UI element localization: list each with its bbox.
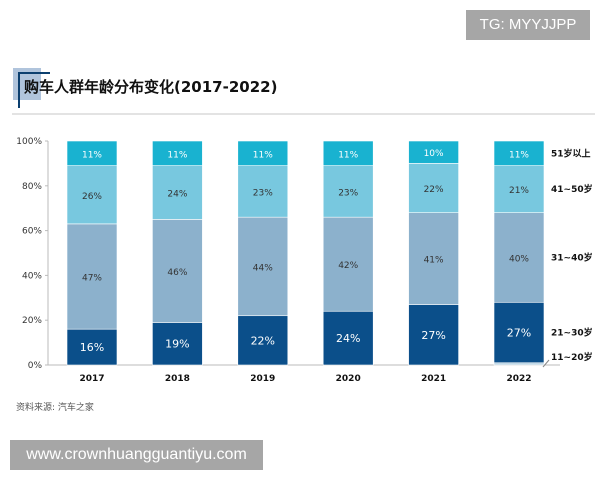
- bar-segment: [237, 140, 289, 166]
- legend-leader-line: [542, 359, 550, 368]
- data-label: 24%: [336, 332, 360, 345]
- data-label: 42%: [338, 261, 358, 271]
- data-label: 23%: [338, 188, 358, 198]
- bar-segment: [408, 304, 459, 366]
- data-label: 11%: [338, 150, 358, 160]
- source-note: 资料来源: 汽车之家: [16, 403, 94, 413]
- data-label: 11%: [167, 150, 187, 160]
- x-tick-label: 2021: [421, 374, 446, 384]
- bar-segment: [322, 165, 374, 218]
- data-label: 11%: [509, 150, 529, 160]
- data-label: 23%: [253, 188, 273, 198]
- bar-segment: [408, 140, 459, 164]
- watermark-bottom: www.crownhuangguantiyu.com: [10, 440, 263, 470]
- x-tick-label: 2018: [165, 374, 190, 384]
- bar-segment: [408, 212, 459, 305]
- legend-label: 31~40岁: [551, 251, 593, 263]
- legend-label: 51岁以上: [551, 147, 591, 159]
- bar-segment: [237, 216, 289, 317]
- x-tick-label: 2020: [336, 374, 361, 384]
- data-label: 19%: [165, 338, 189, 351]
- x-tick-label: 2019: [250, 374, 275, 384]
- data-label: 22%: [251, 334, 275, 347]
- data-label: 44%: [253, 263, 273, 273]
- y-tick-label: 0%: [28, 361, 43, 371]
- bar-segment: [66, 140, 118, 166]
- bar-segment: [322, 216, 374, 312]
- legend-label: 41~50岁: [551, 183, 593, 195]
- data-label: 26%: [82, 192, 102, 202]
- bar-segment: [66, 165, 118, 225]
- bar-segment: [493, 212, 545, 303]
- bar-segment: [237, 315, 289, 366]
- data-label: 47%: [82, 274, 102, 284]
- data-label: 27%: [421, 329, 445, 342]
- title-decoration-bracket: [18, 72, 50, 108]
- bar-segment: [152, 140, 203, 166]
- bar-segment: [322, 310, 374, 366]
- legend-label: 11~20岁: [551, 351, 593, 363]
- chart-title: 购车人群年龄分布变化(2017-2022): [24, 78, 278, 96]
- bar-segment: [152, 219, 203, 323]
- x-tick-label: 2017: [79, 374, 104, 384]
- data-label: 46%: [167, 268, 187, 278]
- legend-label: 21~30岁: [551, 327, 593, 339]
- y-tick-label: 80%: [22, 182, 42, 192]
- data-label: 10%: [424, 149, 444, 159]
- watermark-top: TG: MYYJJPP: [466, 10, 590, 40]
- data-label: 41%: [424, 256, 444, 266]
- data-label: 11%: [253, 150, 273, 160]
- data-label: 24%: [167, 190, 187, 200]
- y-tick-label: 100%: [16, 137, 42, 147]
- data-label: 11%: [82, 150, 102, 160]
- data-label: 22%: [424, 185, 444, 195]
- data-label: 27%: [507, 327, 531, 340]
- bar-segment: [152, 165, 203, 220]
- data-label: 16%: [80, 341, 104, 354]
- bar-segment: [237, 165, 289, 218]
- data-label: 21%: [509, 186, 529, 196]
- y-tick-label: 20%: [22, 316, 42, 326]
- bar-segment: [322, 140, 374, 166]
- bar-segment: [493, 301, 545, 364]
- bar-segment: [66, 223, 118, 330]
- data-label: 40%: [509, 254, 529, 264]
- x-tick-label: 2022: [506, 374, 531, 384]
- title-divider: [12, 113, 595, 115]
- bar-segment: [493, 140, 545, 166]
- bar-segment: [66, 328, 118, 366]
- y-tick-label: 40%: [22, 271, 42, 281]
- y-tick-label: 60%: [22, 227, 42, 237]
